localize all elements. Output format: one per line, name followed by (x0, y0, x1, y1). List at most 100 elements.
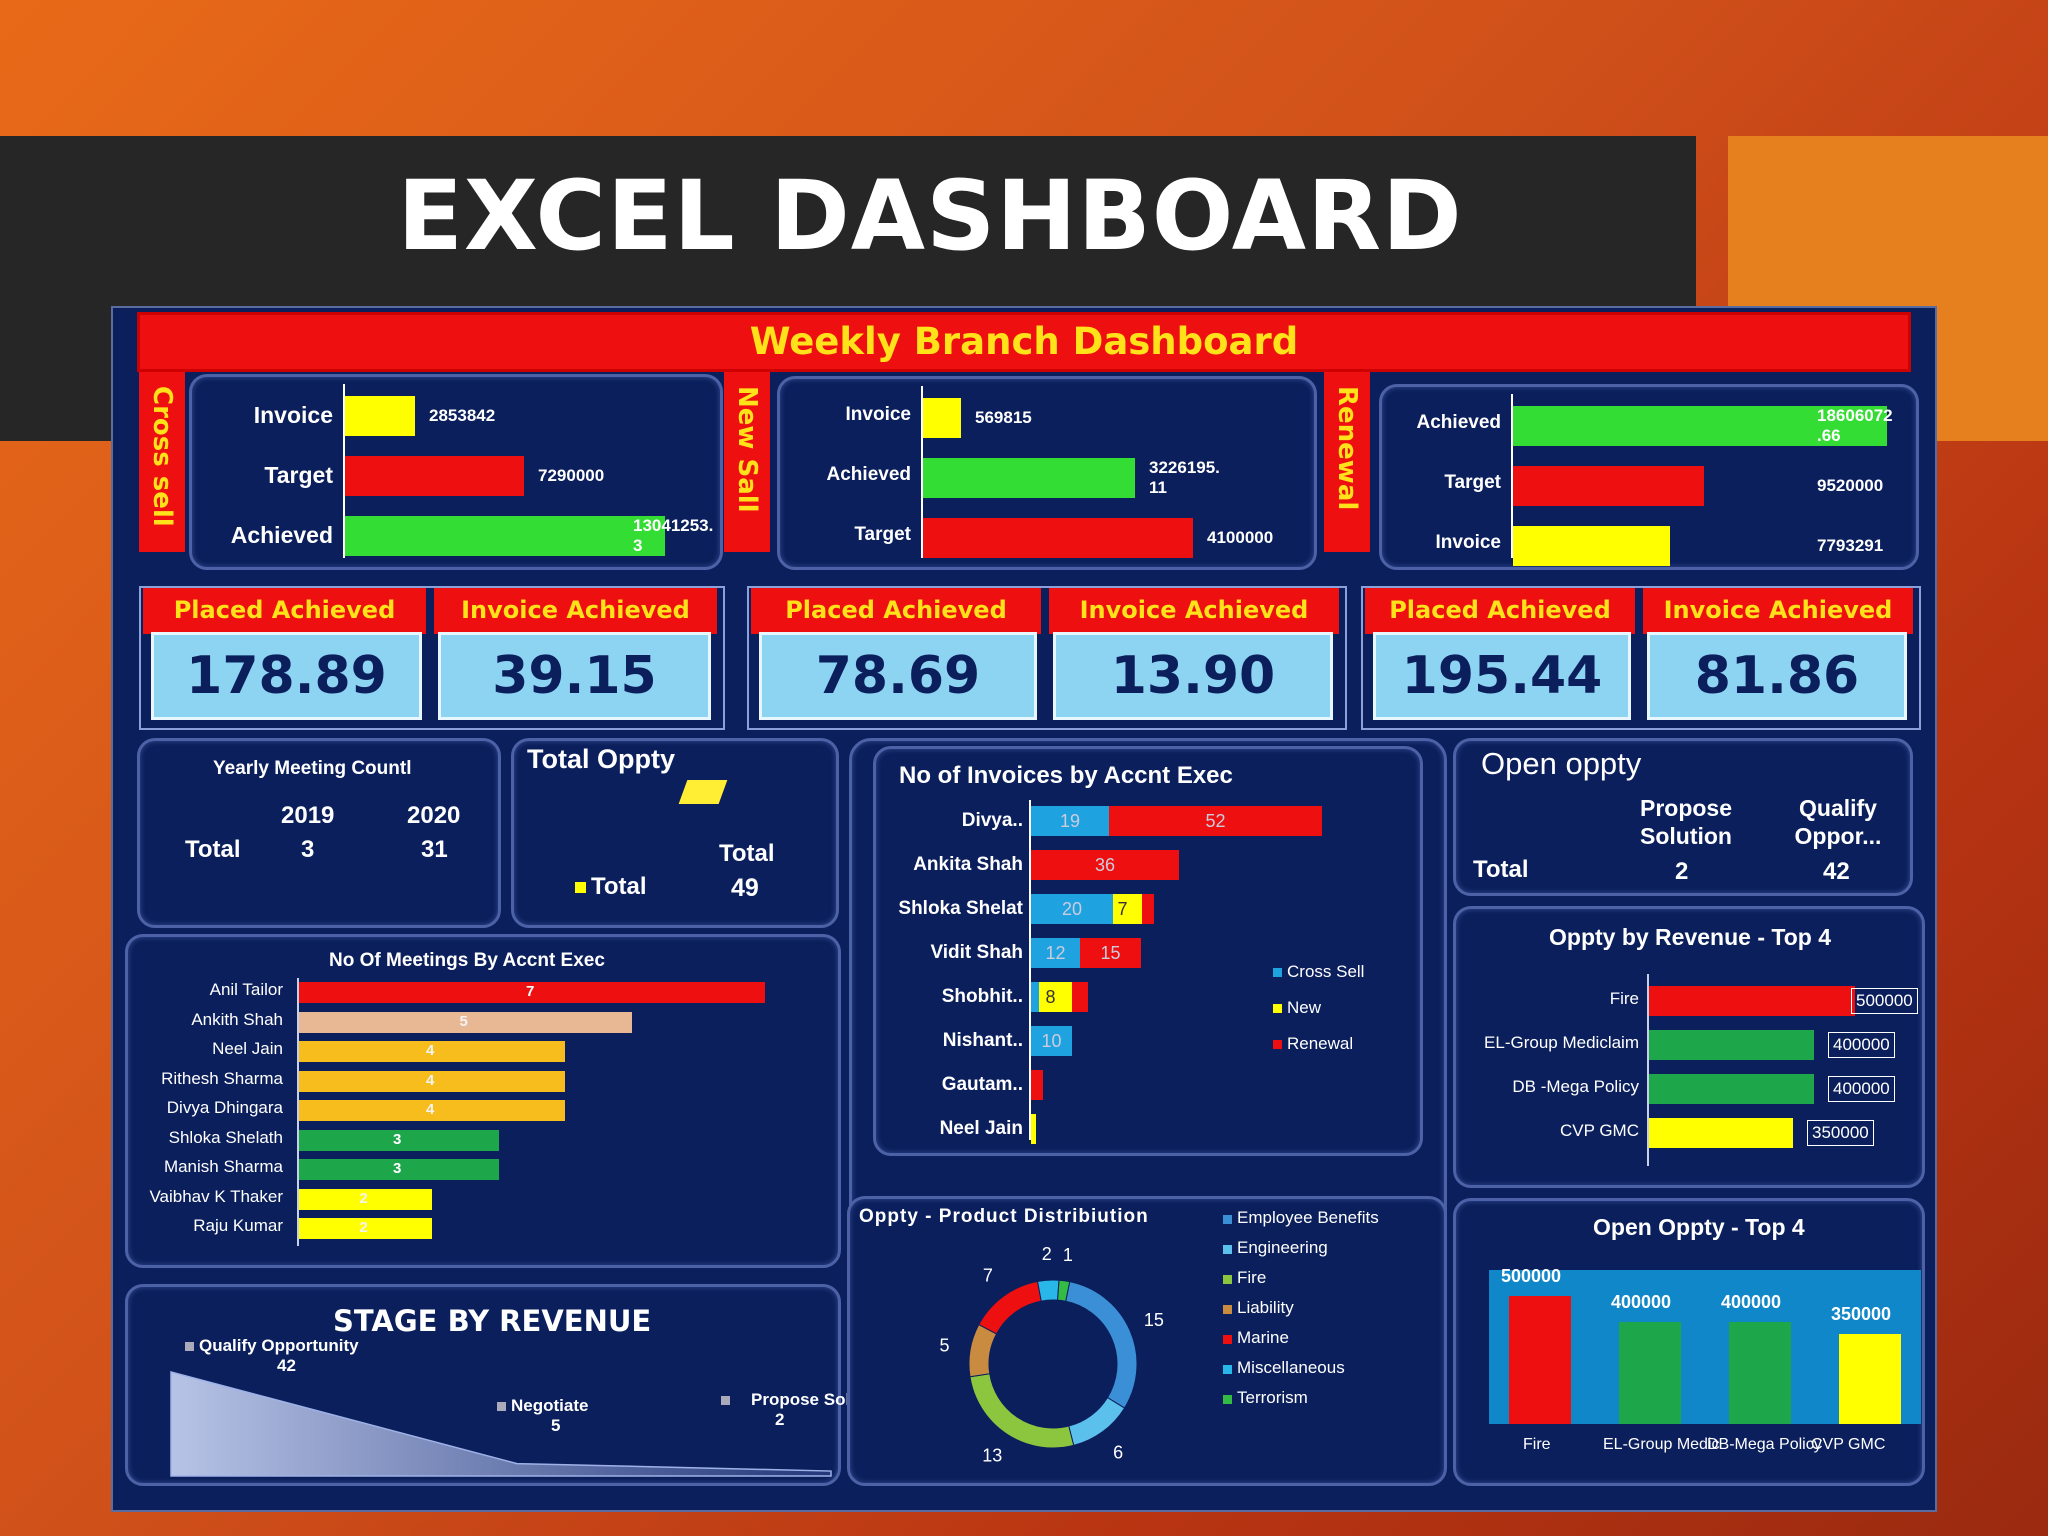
section-bar-value: 18606072 .66 (1817, 406, 1893, 445)
open-top4-axis-label: CVP GMC (1811, 1436, 1886, 1453)
section-bar-label: Target (264, 462, 333, 488)
open-top4-bar (1729, 1322, 1791, 1424)
invoices-title: No of Invoices by Accnt Exec (899, 762, 1233, 789)
invoices-bar-new (1113, 894, 1142, 924)
section-bar-label: Achieved (1416, 412, 1501, 433)
total-oppty-legend-swatch (575, 882, 586, 893)
invoices-row-label: Ankita Shah (913, 854, 1023, 875)
product-slice (968, 1323, 998, 1378)
kpi-invoice-value: 39.15 (438, 632, 711, 720)
meetings-bar-value: 2 (359, 1219, 368, 1236)
kpi-placed-label: Placed Achieved (751, 588, 1041, 634)
invoices-legend-label: Renewal (1287, 1034, 1354, 1053)
invoices-legend-swatch (1273, 1004, 1282, 1013)
kpi-frame-2 (1361, 586, 1921, 730)
open-top4-bar (1619, 1322, 1681, 1424)
product-slice (978, 1280, 1042, 1335)
oppty-revenue-value: 400000 (1828, 1076, 1895, 1102)
kpi-invoice-label: Invoice Achieved (1049, 588, 1339, 634)
meetings-bar-value: 4 (426, 1071, 435, 1089)
meetings-row-label: Rithesh Sharma (161, 1068, 283, 1088)
open-oppty-panel (1453, 738, 1913, 896)
invoices-bar-renewal (1031, 1070, 1043, 1100)
meetings-bar-value: 5 (459, 1012, 468, 1030)
invoices-bar-value: 12 (1045, 943, 1066, 963)
product-slice-value: 6 (1113, 1443, 1123, 1463)
open-top4-axis-label: DB-Mega Policy (1707, 1436, 1822, 1453)
section-bar-value: 13041253. 3 (633, 516, 714, 555)
section-bar-label: Achieved (230, 522, 333, 548)
year-2019: 2019 (281, 802, 335, 829)
product-legend-swatch (1223, 1305, 1232, 1314)
invoices-bar-renewal (1072, 982, 1088, 1012)
open-oppty-total-label: Total (1473, 856, 1529, 883)
kpi-placed-value: 178.89 (151, 632, 422, 720)
invoices-bar-new (1039, 982, 1072, 1012)
invoices-legend-swatch (1273, 1040, 1282, 1049)
invoices-bar-value: 10 (1041, 1031, 1062, 1051)
stage-marker (185, 1342, 194, 1351)
open-top4-bar (1509, 1296, 1571, 1424)
product-slice (1065, 1281, 1138, 1409)
meetings-bar-value: 7 (526, 983, 535, 1000)
product-legend-label: Fire (1237, 1268, 1267, 1287)
product-slice-value: 15 (1144, 1310, 1164, 1330)
invoices-bar-renewal (1142, 894, 1154, 924)
oppty-revenue-axis (1647, 974, 1649, 1166)
product-slice (1036, 1279, 1060, 1302)
total-oppty-col: Total (719, 840, 775, 867)
product-slice-value: 1 (1063, 1245, 1073, 1265)
oppty-revenue-label: DB -Mega Policy (1512, 1077, 1639, 1096)
section-bar (923, 398, 961, 438)
invoices-bar-value: 36 (1095, 855, 1116, 875)
meetings-bar (299, 1159, 499, 1180)
product-legend-label: Employee Benefits (1237, 1208, 1379, 1227)
section-bar-label: Invoice (1435, 532, 1501, 553)
meetings-bar-value: 4 (426, 1042, 435, 1059)
section-bar (1513, 406, 1887, 446)
meetings-bar (299, 1218, 432, 1239)
oppty-revenue-value: 500000 (1851, 988, 1918, 1014)
yearly-total-label: Total (185, 836, 241, 863)
stage-chart (170, 1371, 832, 1477)
yearly-meeting-panel (137, 738, 501, 928)
invoices-bar-cross (1031, 982, 1039, 1012)
open-oppty-v1: 2 (1675, 858, 1689, 885)
oppty-revenue-label: CVP GMC (1559, 1121, 1639, 1140)
product-legend-swatch (1223, 1335, 1232, 1344)
meetings-bar-value: 2 (359, 1189, 368, 1207)
yearly-value-2019: 3 (301, 836, 315, 863)
stage-marker (721, 1396, 730, 1405)
meetings-bar (299, 1129, 499, 1151)
product-slice-value: 13 (982, 1446, 1002, 1466)
invoices-bar-value: 20 (1062, 899, 1083, 919)
meetings-row-label: Shloka Shelath (168, 1127, 283, 1147)
kpi-placed-label: Placed Achieved (143, 588, 426, 634)
kpi-placed-label: Placed Achieved (1365, 588, 1635, 634)
meetings-bar (299, 1188, 432, 1210)
meetings-row-label: Vaibhav K Thaker (149, 1186, 283, 1206)
product-slice-value: 2 (1042, 1244, 1052, 1264)
product-legend-label: Marine (1237, 1328, 1289, 1347)
section-axis-1 (921, 386, 923, 558)
section-bar (923, 458, 1135, 498)
invoices-bar-renewal (1109, 806, 1322, 836)
open-top4-axis-label: Fire (1523, 1436, 1551, 1453)
section-axis-0 (343, 384, 345, 558)
section-bar-label: Target (854, 524, 911, 545)
total-oppty-panel (511, 738, 839, 928)
yearly-value-2020: 31 (421, 836, 448, 863)
invoices-bar-value: 7 (1117, 899, 1128, 919)
invoices-bar-cross (1031, 806, 1109, 836)
invoices-bar-value: 52 (1205, 811, 1226, 831)
section-bar (345, 396, 415, 436)
stage-label: Negotiate (511, 1396, 589, 1415)
meetings-axis (297, 978, 299, 1246)
product-legend-label: Terrorism (1237, 1388, 1308, 1407)
meetings-bar-value: 3 (393, 1160, 402, 1177)
stage-value: 2 (775, 1410, 785, 1429)
open-top4-axis-label: EL-Group Medic (1603, 1436, 1720, 1453)
oppty-revenue-title: Oppty by Revenue - Top 4 (1549, 924, 1831, 950)
product-slice (1057, 1279, 1071, 1302)
meetings-bar (299, 1100, 565, 1121)
